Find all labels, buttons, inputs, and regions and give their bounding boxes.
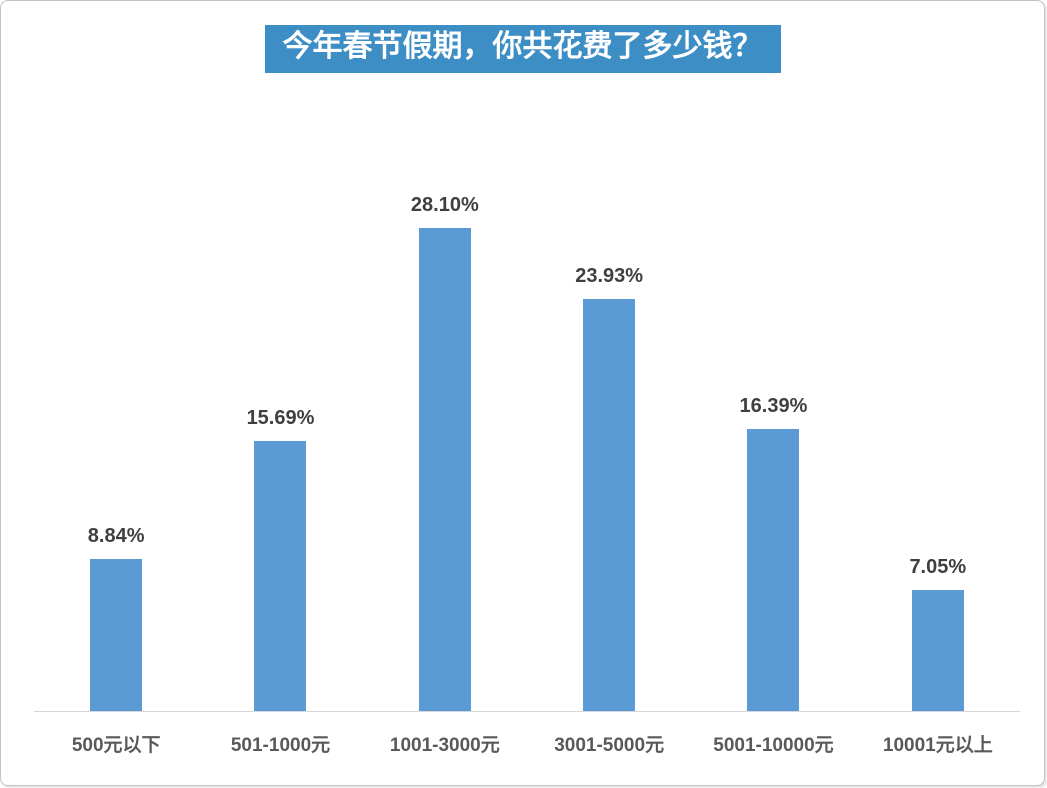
bar bbox=[418, 227, 471, 711]
bar bbox=[254, 441, 307, 711]
bar-column: 28.10% bbox=[363, 194, 527, 711]
x-axis-tick-label: 1001-3000元 bbox=[389, 735, 500, 756]
bar-column: 23.93% bbox=[527, 265, 691, 711]
x-axis-tick-label: 10001元以上 bbox=[882, 735, 993, 756]
x-axis-tick-label: 501-1000元 bbox=[230, 735, 331, 756]
bar-value-label: 23.93% bbox=[575, 265, 644, 288]
bar bbox=[911, 589, 964, 711]
chart-title-wrap: 今年春节假期，你共花费了多少钱？ bbox=[1, 25, 1044, 73]
x-axis-tick-label: 500元以下 bbox=[71, 735, 161, 756]
bar-value-label: 8.84% bbox=[87, 524, 145, 547]
bar-column: 7.05% bbox=[856, 556, 1020, 711]
bar bbox=[747, 429, 800, 711]
x-axis-tick-label: 3001-5000元 bbox=[554, 735, 665, 756]
bar-column: 8.84% bbox=[34, 525, 198, 711]
bar-column: 16.39% bbox=[691, 395, 855, 711]
bar-column: 15.69% bbox=[198, 407, 362, 711]
bar bbox=[90, 558, 143, 711]
bar-value-label: 16.39% bbox=[739, 395, 808, 418]
bar-value-label: 28.10% bbox=[410, 193, 479, 216]
chart-title: 今年春节假期，你共花费了多少钱？ bbox=[264, 25, 781, 73]
x-axis-tick-label: 5001-10000元 bbox=[713, 735, 834, 756]
plot-area: 8.84% 15.69% 28.10% 23.93% 16.39% 7.05% bbox=[34, 111, 1020, 712]
bar bbox=[583, 299, 636, 711]
bar-value-label: 15.69% bbox=[246, 407, 315, 430]
x-axis-category-row: 500元以下 501-1000元 1001-3000元 3001-5000元 5001-… bbox=[34, 730, 1020, 757]
bar-value-label: 7.05% bbox=[909, 555, 967, 578]
